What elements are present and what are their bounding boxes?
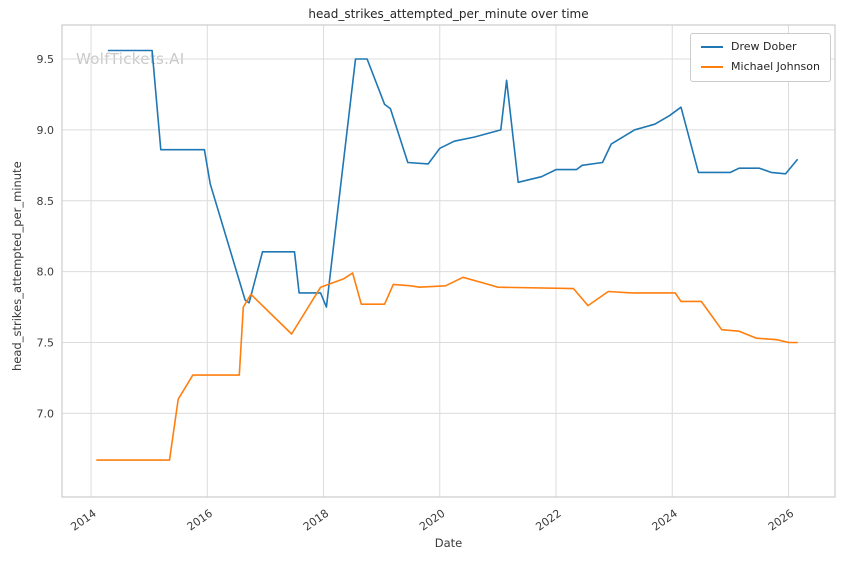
x-axis-label: Date: [434, 536, 463, 550]
legend: Drew Dober Michael Johnson: [690, 33, 831, 83]
x-tick-label: 2014: [68, 507, 98, 534]
series-line-drew-dober: [107, 49, 799, 308]
plot-border: [61, 24, 836, 498]
y-tick-label: 9.0: [37, 124, 55, 137]
y-tick-label: 8.0: [37, 266, 55, 279]
x-tick-label: 2018: [301, 507, 331, 534]
y-tick-label: 7.5: [37, 337, 55, 350]
legend-label: Michael Johnson: [731, 60, 820, 74]
legend-line-sample: [701, 66, 724, 69]
y-tick-label: 8.5: [37, 195, 55, 208]
y-axis-label: head_strikes_attempted_per_minute: [10, 161, 24, 371]
x-tick-label: 2026: [766, 507, 796, 534]
series-line-michael-johnson: [96, 272, 799, 461]
chart-title: head_strikes_attempted_per_minute over t…: [308, 7, 589, 21]
x-tick-label: 2016: [185, 507, 215, 534]
legend-line-sample: [701, 46, 724, 49]
legend-item-drew-dober: Drew Dober: [701, 40, 820, 53]
y-tick-label: 9.5: [37, 53, 55, 66]
x-tick-label: 2024: [650, 507, 680, 534]
legend-item-michael-johnson: Michael Johnson: [701, 60, 820, 74]
x-tick-label: 2020: [417, 507, 447, 534]
y-tick-label: 7.0: [37, 407, 55, 420]
legend-label: Drew Dober: [731, 40, 797, 53]
x-tick-label: 2022: [533, 507, 563, 534]
